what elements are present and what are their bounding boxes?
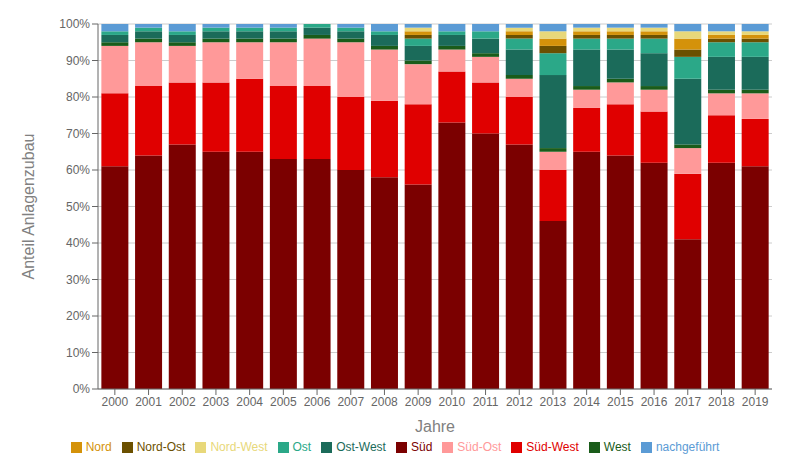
html-text:Süd-Ost: Süd-Ost bbox=[457, 440, 502, 454]
svg-text:2007: 2007 bbox=[337, 395, 364, 409]
svg-text:50%: 50% bbox=[66, 200, 90, 214]
svg-text:2012: 2012 bbox=[506, 395, 533, 409]
svg-text:2002: 2002 bbox=[169, 395, 196, 409]
svg-text:2003: 2003 bbox=[203, 395, 230, 409]
html-text:Nord-West: Nord-West bbox=[210, 440, 268, 454]
svg-text:2019: 2019 bbox=[742, 395, 769, 409]
svg-text:2015: 2015 bbox=[607, 395, 634, 409]
svg-text:10%: 10% bbox=[66, 346, 90, 360]
svg-text:80%: 80% bbox=[66, 90, 90, 104]
svg-text:2006: 2006 bbox=[304, 395, 331, 409]
svg-text:2001: 2001 bbox=[135, 395, 162, 409]
html-text:Ost: Ost bbox=[292, 440, 312, 454]
svg-text:30%: 30% bbox=[66, 273, 90, 287]
svg-text:2004: 2004 bbox=[236, 395, 263, 409]
html-text:Nord: Nord bbox=[85, 440, 112, 454]
html-text:West: West bbox=[603, 440, 631, 454]
svg-text:70%: 70% bbox=[66, 127, 90, 141]
svg-text:2008: 2008 bbox=[371, 395, 398, 409]
html-text:nachgeführt: nachgeführt bbox=[655, 440, 720, 454]
svg-text:2011: 2011 bbox=[473, 395, 499, 409]
svg-text:0%: 0% bbox=[73, 382, 91, 396]
svg-text:20%: 20% bbox=[66, 309, 90, 323]
svg-text:Jahre: Jahre bbox=[415, 418, 455, 435]
svg-text:2000: 2000 bbox=[101, 395, 128, 409]
html-text:Süd-West: Süd-West bbox=[526, 440, 579, 454]
svg-text:2016: 2016 bbox=[641, 395, 668, 409]
svg-text:2013: 2013 bbox=[540, 395, 567, 409]
svg-text:2005: 2005 bbox=[270, 395, 297, 409]
svg-text:Anteil Anlagenzubau: Anteil Anlagenzubau bbox=[20, 134, 37, 280]
svg-text:2009: 2009 bbox=[405, 395, 432, 409]
html-text:Süd: Süd bbox=[411, 440, 433, 454]
svg-text:2010: 2010 bbox=[438, 395, 465, 409]
svg-text:2017: 2017 bbox=[674, 395, 701, 409]
svg-text:60%: 60% bbox=[66, 163, 90, 177]
svg-text:90%: 90% bbox=[66, 54, 90, 68]
svg-text:2018: 2018 bbox=[708, 395, 735, 409]
html-text:Ost-West: Ost-West bbox=[336, 440, 386, 454]
html-text:Nord-Ost: Nord-Ost bbox=[136, 440, 186, 454]
svg-text:100%: 100% bbox=[59, 17, 90, 31]
svg-text:2014: 2014 bbox=[573, 395, 600, 409]
svg-text:40%: 40% bbox=[66, 236, 90, 250]
